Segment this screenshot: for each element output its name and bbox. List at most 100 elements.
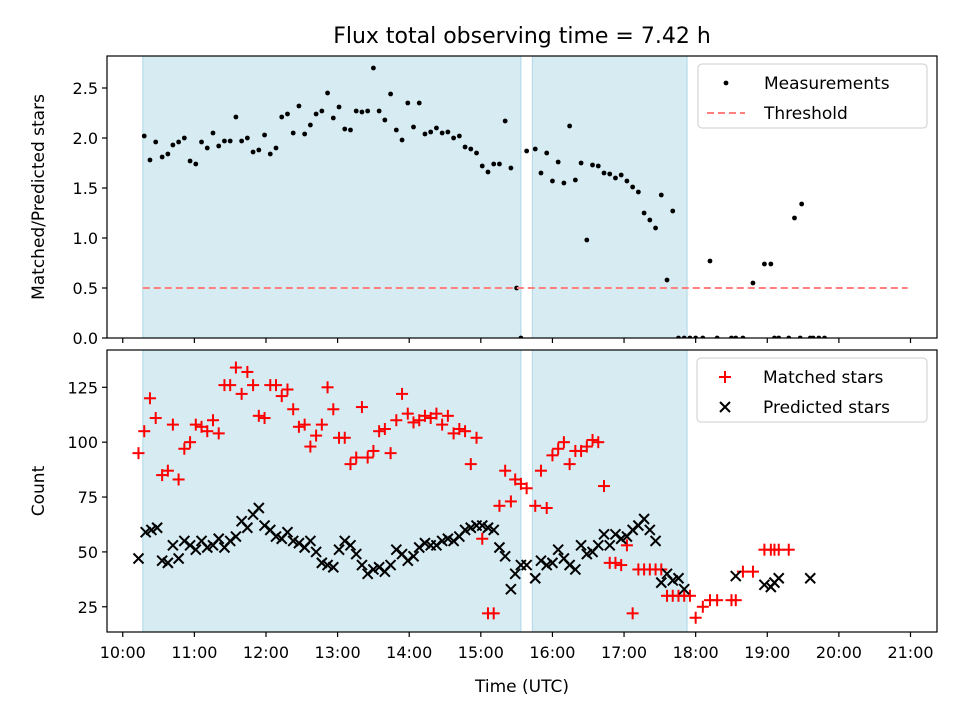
top-series-0-point	[267, 151, 273, 157]
bottom-series-0-point	[344, 458, 357, 471]
bottom-series-1-point	[505, 583, 517, 595]
top-series-0-point	[285, 111, 290, 117]
top-series-0-point	[399, 137, 405, 143]
bottom-series-0-point	[487, 607, 500, 620]
bottom-series-1-point	[488, 524, 500, 536]
bottom-series-0-point	[138, 425, 151, 438]
bottom-series-0-point	[711, 594, 724, 607]
bottom-series-0-point	[178, 442, 191, 455]
bottom-series-0-point	[384, 447, 397, 460]
x-axis-label: Time (UTC)	[474, 677, 569, 697]
x-tick-label: 17:00	[601, 643, 647, 662]
bottom-series-0-point	[206, 414, 219, 427]
bottom-legend: Matched stars Predicted stars	[696, 357, 928, 423]
bottom-series-1-point	[730, 570, 742, 582]
top-series-0-point	[451, 135, 457, 141]
top-series-0-point	[762, 261, 767, 267]
top-series-0-point	[353, 108, 359, 114]
top-series-0-point	[601, 170, 607, 176]
top-series-0-point	[147, 157, 153, 163]
top-series-0-point	[262, 132, 267, 138]
x-tick-label: 19:00	[744, 643, 790, 662]
top-series-0-point	[273, 145, 279, 151]
top-series-0-point	[193, 161, 199, 167]
bottom-observing-span-1	[531, 349, 688, 633]
bottom-series-0-point	[520, 482, 533, 495]
top-series-0-point	[658, 192, 664, 198]
bottom-series-0-point	[597, 480, 610, 493]
top-series-0-point	[567, 123, 573, 129]
bottom-series-1-point	[604, 539, 616, 552]
bottom-series-0-point	[470, 431, 483, 444]
bottom-series-0-point	[252, 409, 265, 422]
top-series-0-point	[342, 126, 348, 132]
top-series-0-point	[222, 138, 227, 144]
bottom-series-1-point	[758, 579, 771, 591]
bottom-series-0-point	[586, 433, 599, 446]
top-frame	[106, 55, 938, 339]
top-series-0-point	[210, 130, 216, 136]
bottom-series-0-point	[373, 425, 386, 438]
bottom-series-0-point	[782, 543, 795, 556]
top-y-tick-label: 2.0	[73, 129, 98, 148]
top-series-0-point	[336, 104, 342, 110]
bottom-series-0-point	[321, 381, 334, 394]
top-series-0-point	[550, 178, 555, 184]
bottom-series-1-point	[509, 568, 521, 580]
bottom-series-0-point	[258, 412, 271, 425]
bottom-series-0-point	[149, 412, 162, 425]
top-series-0-point	[491, 161, 497, 167]
chart-title: Flux total observing time = 7.42 h	[333, 24, 711, 49]
top-series-0-point	[532, 146, 538, 152]
top-series-0-point	[181, 135, 187, 141]
top-series-0-point	[584, 237, 590, 243]
top-series-0-point	[330, 115, 336, 121]
top-series-0-point	[153, 139, 159, 145]
bottom-series-0-point	[241, 365, 254, 378]
x-tick-label: 18:00	[673, 643, 719, 662]
bottom-series-0-point	[592, 436, 605, 449]
top-series-0-point	[393, 127, 399, 133]
top-series-0-point	[624, 178, 630, 184]
top-series-0-point	[497, 161, 502, 167]
top-series-0-point	[204, 145, 210, 151]
bottom-series-0-point	[315, 418, 328, 431]
top-series-0-point	[607, 171, 613, 177]
bottom-series-1-point	[649, 535, 662, 547]
top-series-0-point	[307, 122, 313, 128]
bottom-y-tick-label: 125	[67, 378, 98, 397]
top-series-0-point	[572, 177, 578, 183]
bottom-series-1-point	[520, 559, 533, 571]
top-series-0-point	[187, 158, 193, 164]
top-series-0-point	[141, 133, 147, 139]
bottom-legend-1-label: Predicted stars	[763, 398, 890, 418]
bottom-series-1-point	[672, 572, 685, 584]
bottom-series-1-point	[333, 543, 345, 556]
bottom-y-tick-label: 75	[78, 488, 98, 507]
top-y-tick-label: 0.5	[73, 279, 98, 298]
top-series-0-point	[635, 189, 641, 195]
bottom-series-1-point	[310, 546, 322, 558]
bottom-series-0-point	[132, 447, 145, 460]
top-series-0-point	[595, 163, 601, 169]
bottom-series-0-point	[626, 607, 639, 620]
top-y-axis-label: Matched/Predicted stars	[29, 94, 49, 300]
bottom-series-1-point	[253, 502, 265, 514]
top-series-0-point	[165, 151, 171, 157]
top-panel: 0.0 0.5 1.0 1.5 2.0 2.5 Matched/Predicted star…	[29, 55, 938, 348]
bottom-series-1-point	[546, 557, 559, 569]
x-tick-label: 13:00	[315, 643, 361, 662]
bottom-series-0-point	[275, 390, 288, 403]
bottom-series-0-point	[235, 387, 248, 400]
bottom-series-1-point	[241, 522, 254, 534]
top-series-0-point	[434, 125, 439, 131]
top-series-0-point	[233, 114, 239, 120]
top-series-0-point	[159, 154, 165, 160]
bottom-series-0-point	[166, 418, 179, 431]
bottom-series-0-point	[540, 502, 553, 515]
bottom-observing-span-0	[142, 349, 522, 633]
top-series-0-point	[325, 90, 330, 96]
bottom-legend-0-label: Matched stars	[763, 368, 883, 388]
top-series-0-point	[502, 118, 508, 124]
top-series-0-point	[524, 148, 530, 154]
